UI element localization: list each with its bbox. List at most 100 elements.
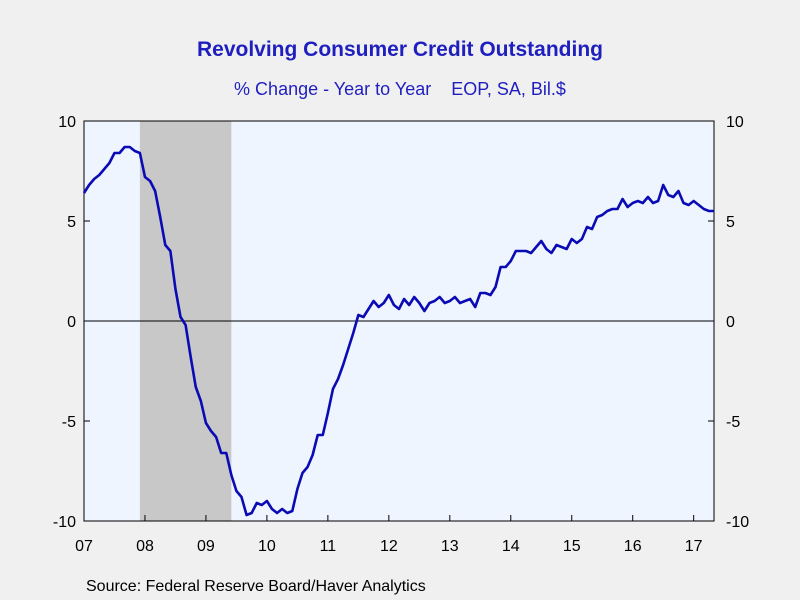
x-tick-label: 12 (380, 538, 398, 555)
data-point (139, 152, 141, 154)
data-point (444, 302, 446, 304)
data-point (713, 210, 715, 212)
data-point (555, 244, 558, 246)
y-tick-label-left: 10 (58, 114, 76, 131)
data-point (378, 306, 380, 308)
y-tick-label-left: 5 (67, 214, 76, 231)
data-point (535, 246, 537, 248)
data-point (312, 454, 314, 456)
data-point (652, 202, 654, 204)
data-point (616, 208, 619, 210)
x-tick-label: 10 (258, 538, 276, 555)
data-point (667, 194, 669, 196)
data-point (500, 266, 502, 268)
data-point (657, 200, 659, 202)
y-tick-label-right: -10 (726, 514, 749, 531)
data-point (286, 512, 288, 514)
data-point (413, 296, 415, 298)
data-point (647, 196, 649, 198)
data-point (235, 490, 238, 492)
data-point (144, 176, 146, 178)
data-point (606, 210, 608, 212)
x-tick-label: 08 (136, 538, 154, 555)
data-point (134, 150, 136, 152)
data-point (266, 500, 268, 502)
data-point (337, 378, 339, 380)
data-point (352, 332, 354, 334)
data-point (693, 200, 695, 202)
data-point (586, 226, 588, 228)
data-point (342, 364, 344, 366)
data-point (124, 146, 126, 148)
y-tick-label-left: -5 (62, 414, 76, 431)
data-point (484, 292, 486, 294)
data-point (479, 292, 481, 294)
data-point (698, 204, 700, 206)
data-point (515, 250, 517, 252)
data-point (601, 214, 603, 216)
data-point (281, 508, 283, 510)
data-point (317, 434, 319, 436)
data-point (367, 308, 370, 310)
data-point (225, 452, 227, 454)
data-point (256, 502, 258, 504)
data-point (113, 152, 116, 154)
data-point (627, 206, 629, 208)
data-point (403, 298, 405, 300)
data-point (373, 300, 375, 302)
data-point (240, 496, 243, 498)
x-tick-label: 17 (685, 538, 703, 555)
y-tick-label-right: -5 (726, 414, 740, 431)
data-point (271, 508, 273, 510)
data-point (489, 294, 492, 296)
data-point (220, 452, 222, 454)
data-point (327, 412, 329, 414)
data-point (642, 202, 644, 204)
data-point (174, 288, 177, 290)
data-point (118, 152, 121, 154)
data-point (510, 260, 512, 262)
data-point (682, 202, 685, 204)
data-point (505, 266, 507, 268)
x-tick-label: 16 (624, 538, 642, 555)
data-point (428, 302, 431, 304)
data-point (494, 286, 497, 288)
data-point (469, 298, 471, 300)
data-point (520, 250, 522, 252)
data-point (545, 248, 547, 250)
data-point (149, 180, 151, 182)
data-point (190, 356, 192, 358)
data-point (611, 208, 613, 210)
data-point (251, 512, 253, 514)
data-point (464, 300, 466, 302)
data-point (459, 302, 461, 304)
data-point (525, 250, 527, 252)
data-point (398, 308, 400, 310)
data-point (200, 400, 202, 402)
x-tick-label: 15 (563, 538, 581, 555)
data-point (83, 192, 85, 194)
data-point (632, 202, 634, 204)
source-note: Source: Federal Reserve Board/Haver Anal… (86, 578, 426, 595)
data-point (433, 300, 436, 302)
data-point (439, 296, 441, 298)
x-tick-label: 09 (197, 538, 215, 555)
data-point (393, 304, 395, 306)
data-point (423, 310, 425, 312)
data-point (322, 434, 324, 436)
data-point (154, 190, 156, 192)
data-point (703, 208, 705, 210)
x-tick-label: 07 (75, 538, 93, 555)
data-point (581, 238, 583, 240)
data-point (560, 246, 563, 248)
data-point (576, 242, 578, 244)
data-point (449, 300, 451, 302)
data-point (596, 216, 598, 218)
data-point (210, 430, 212, 432)
data-point (672, 196, 674, 198)
x-tick-label: 14 (502, 538, 520, 555)
y-tick-label-right: 10 (726, 114, 744, 131)
data-point (418, 302, 420, 304)
data-point (169, 250, 171, 252)
